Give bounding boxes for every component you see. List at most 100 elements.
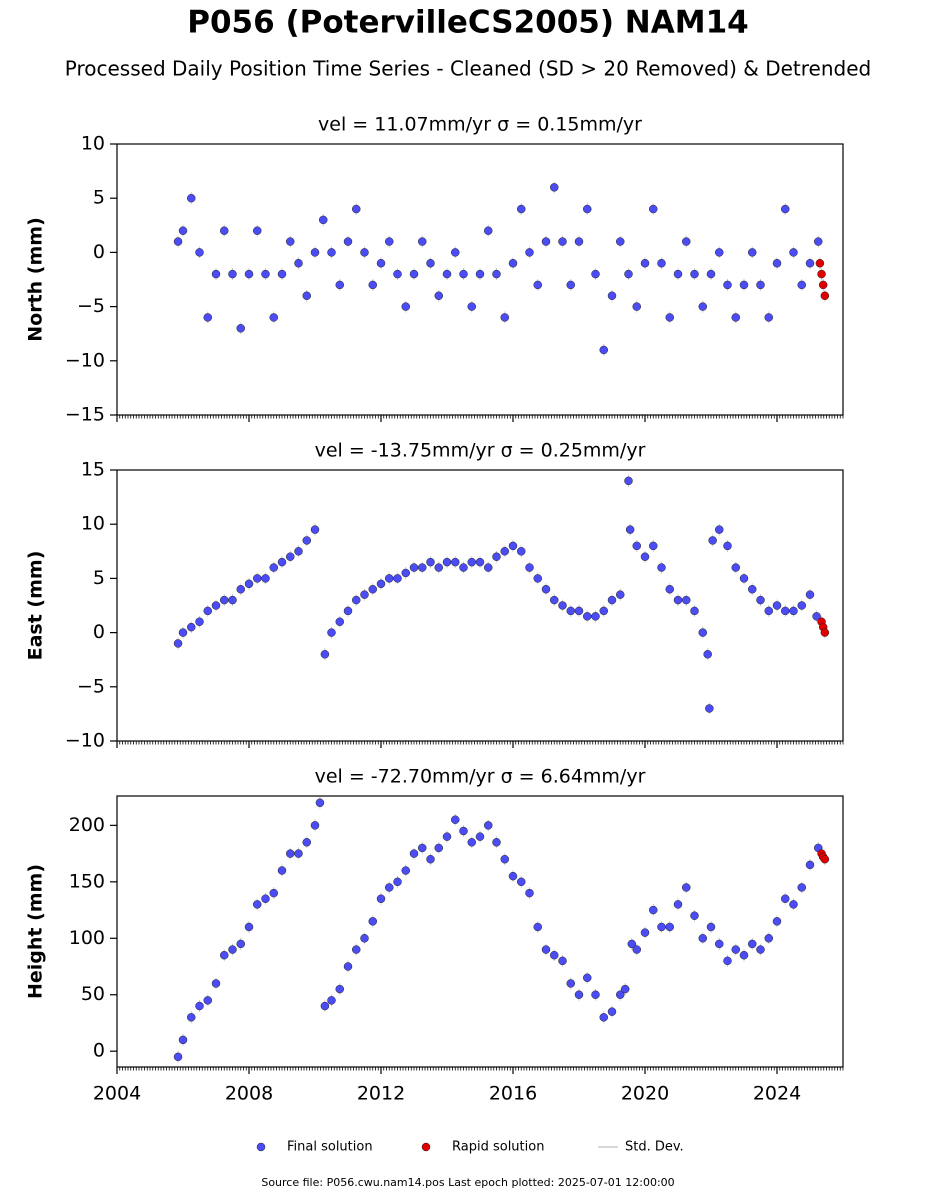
data-point: [302, 838, 311, 847]
data-point: [756, 280, 765, 290]
data-point: [500, 313, 509, 322]
data-point: [418, 563, 427, 572]
data-point: [665, 922, 674, 932]
data-point: [739, 280, 749, 290]
data-point: [517, 204, 526, 214]
data-point: [228, 945, 237, 954]
data-point: [253, 574, 262, 583]
data-point: [228, 595, 237, 605]
data-point: [500, 854, 509, 864]
data-point: [715, 248, 724, 257]
data-point: [335, 984, 344, 994]
data-point: [173, 237, 183, 246]
panel-title: vel = -13.75mm/yr σ = 0.25mm/yr: [315, 440, 646, 462]
legend-label: Final solution: [287, 1140, 373, 1155]
data-point: [484, 226, 493, 235]
data-point: [195, 248, 204, 257]
data-point: [368, 280, 377, 290]
data-point: [236, 939, 245, 949]
data-point: [508, 541, 518, 551]
x-tick-label: 2016: [489, 1083, 537, 1105]
data-point: [690, 911, 699, 920]
data-point: [269, 888, 278, 898]
data-point: [772, 258, 782, 268]
data-point: [294, 849, 303, 858]
data-point: [815, 258, 825, 268]
data-point: [401, 568, 410, 578]
data-point: [624, 269, 633, 279]
data-point: [708, 536, 717, 545]
data-point: [705, 704, 714, 713]
data-point: [393, 574, 402, 583]
data-point: [376, 579, 386, 589]
data-point: [310, 525, 320, 534]
data-point: [591, 612, 600, 621]
data-point: [335, 280, 344, 290]
data-point: [517, 547, 526, 556]
data-point: [261, 894, 270, 904]
data-point: [187, 1013, 196, 1022]
data-point: [385, 574, 394, 583]
data-point: [302, 536, 311, 545]
data-point: [500, 547, 509, 556]
data-point: [739, 574, 749, 583]
data-point: [748, 584, 757, 594]
data-point: [772, 601, 782, 610]
data-point: [731, 945, 740, 954]
y-tick-label: 200: [69, 814, 105, 836]
y-tick-label: 100: [69, 927, 105, 949]
data-point: [817, 269, 826, 279]
data-point: [574, 237, 584, 246]
data-point: [706, 269, 716, 279]
data-point: [459, 826, 468, 836]
y-tick-label: −10: [65, 730, 105, 752]
data-point: [533, 280, 542, 290]
data-point: [805, 590, 815, 599]
data-point: [211, 601, 221, 610]
data-point: [368, 584, 377, 594]
data-point: [583, 204, 592, 214]
data-point: [451, 248, 460, 257]
data-point: [442, 832, 452, 841]
legend-label: Std. Dev.: [625, 1140, 684, 1155]
data-point: [434, 291, 443, 301]
y-tick-label: −15: [65, 404, 105, 426]
data-point: [352, 945, 361, 954]
data-point: [434, 843, 443, 853]
data-point: [607, 1007, 617, 1016]
data-point: [451, 557, 460, 567]
data-point: [319, 215, 328, 225]
data-point: [797, 883, 806, 892]
legend-marker-rapid: [421, 1142, 431, 1152]
data-point: [682, 883, 691, 892]
data-point: [566, 280, 575, 290]
y-tick-label: 10: [81, 133, 105, 155]
data-point: [703, 650, 712, 659]
data-point: [236, 584, 245, 594]
data-point: [682, 595, 691, 605]
data-point: [508, 871, 518, 881]
data-point: [277, 866, 287, 875]
x-tick-label: 2004: [93, 1083, 141, 1105]
data-point: [352, 204, 361, 214]
data-point: [731, 563, 740, 572]
data-point: [434, 563, 443, 572]
data-point: [253, 226, 262, 235]
data-point: [277, 269, 287, 279]
data-point: [178, 1035, 188, 1045]
data-point: [376, 894, 386, 904]
x-tick-label: 2008: [225, 1083, 273, 1105]
data-point: [649, 905, 658, 915]
data-point: [627, 939, 637, 949]
data-point: [195, 1001, 204, 1011]
data-point: [236, 324, 245, 333]
figure-title: P056 (PotervilleCS2005) NAM14: [187, 5, 748, 41]
data-point: [409, 849, 419, 858]
data-point: [756, 945, 765, 954]
data-point: [310, 821, 320, 830]
data-point: [599, 345, 608, 355]
data-point: [335, 617, 344, 627]
data-point: [541, 584, 551, 594]
data-point: [401, 302, 410, 311]
data-point: [616, 590, 625, 599]
